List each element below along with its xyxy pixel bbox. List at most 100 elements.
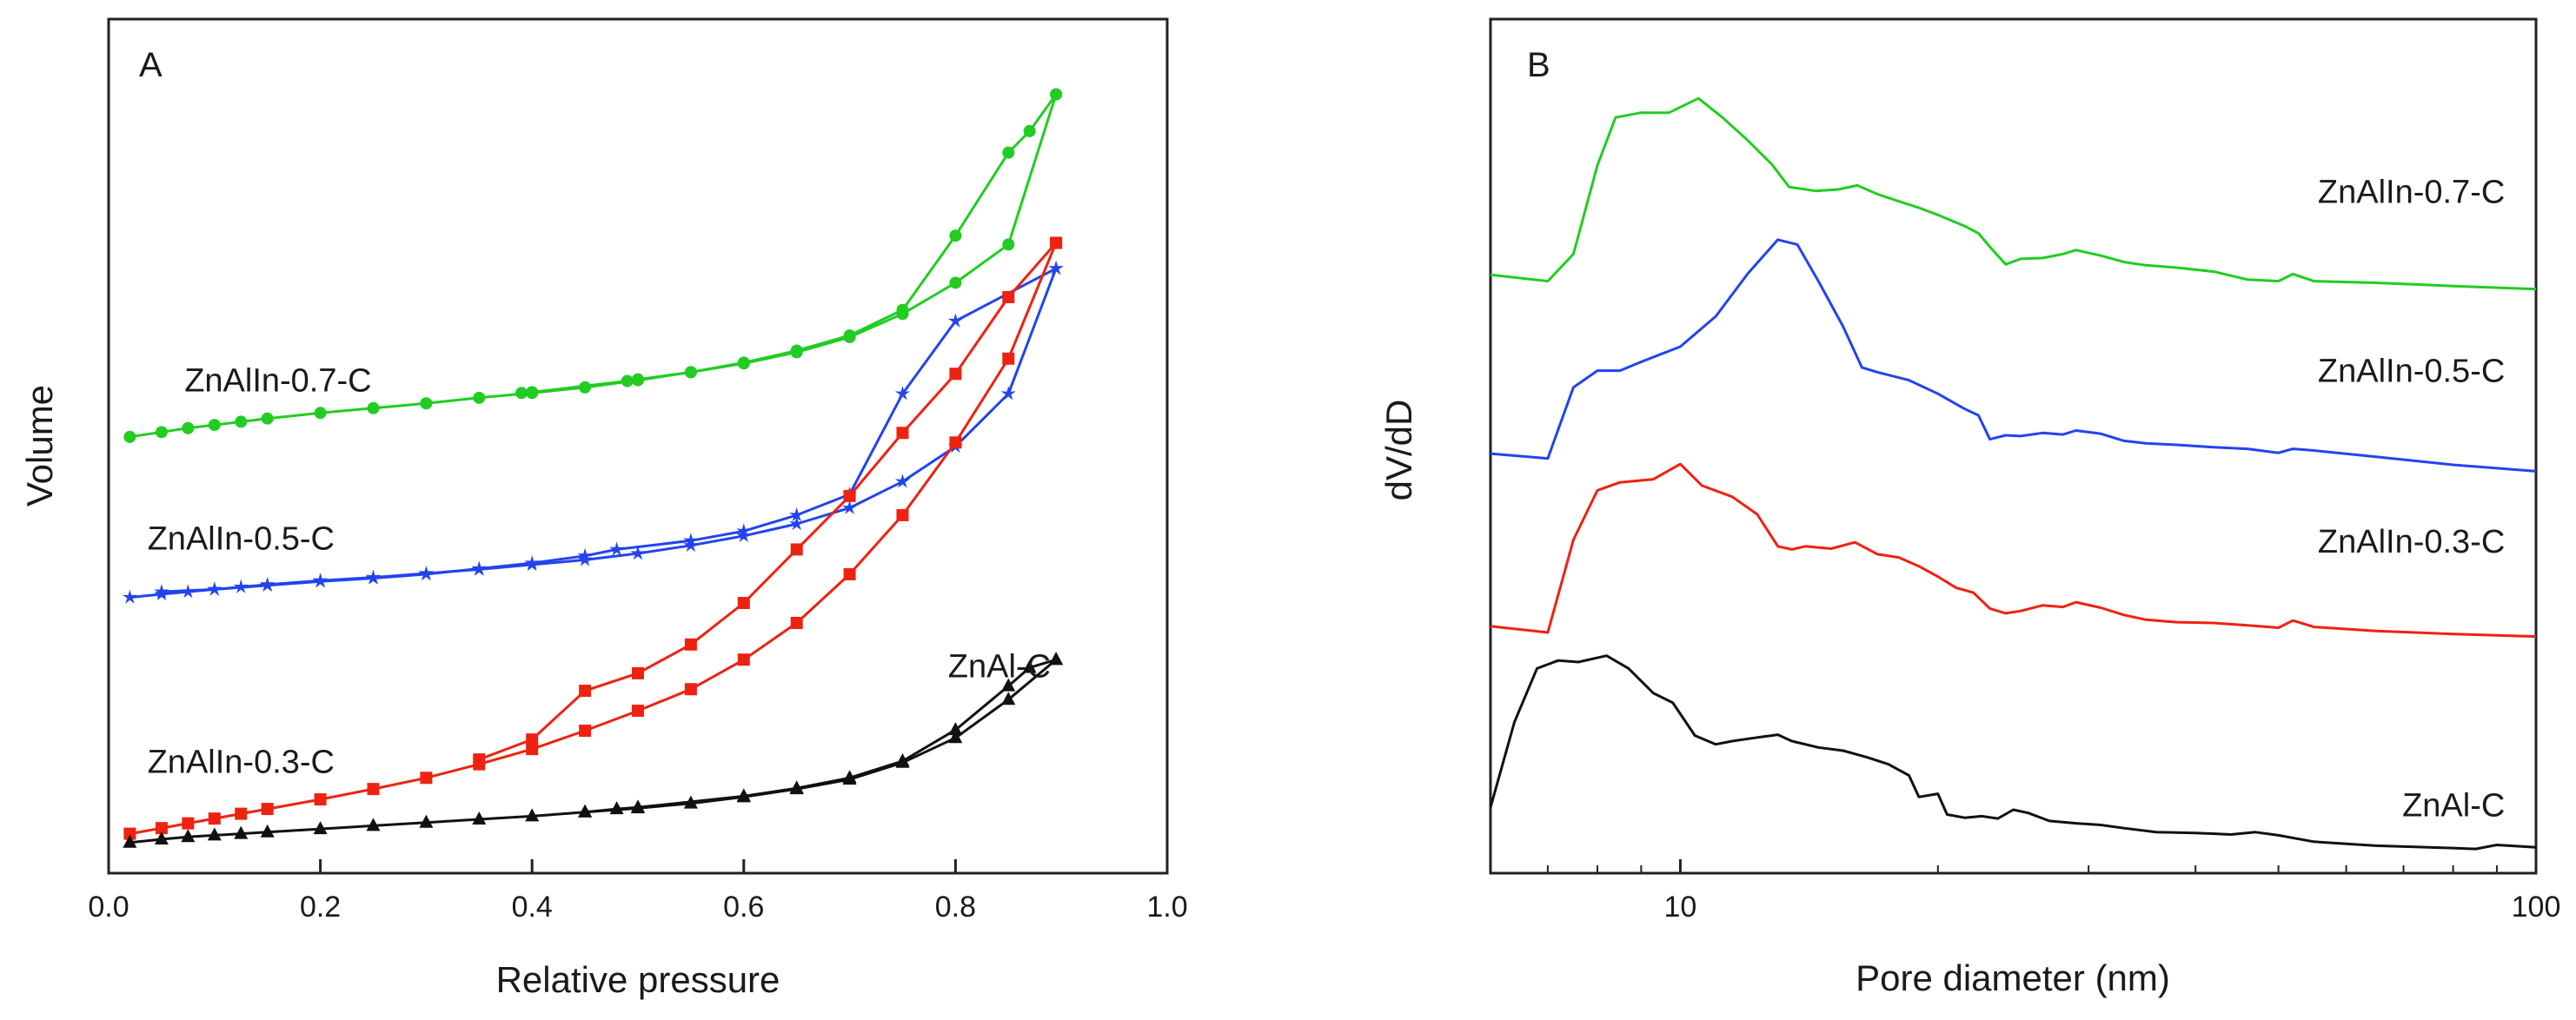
znalin-0-7-c-point (314, 407, 327, 420)
znalin-0-7-c-point (684, 366, 697, 379)
series-znalin-0-7-c (1490, 96, 2537, 291)
znalin-0-5-c-point (154, 584, 169, 599)
x-tick-label-100: 100 (2512, 891, 2561, 924)
znalin-0-3-c-point (684, 638, 697, 651)
znalin-0-3-c-point (526, 733, 539, 746)
znalin-0-3-c-point (420, 772, 433, 785)
znalin-0-3-c-point (737, 653, 750, 666)
label-znal-c: ZnAl-C (2402, 787, 2505, 824)
label-znalin-0-5-c: ZnAlIn-0.5-C (148, 520, 335, 557)
znal-c-point (1049, 652, 1064, 666)
znalin-0-5-c-point (736, 527, 752, 543)
znalin-0-3-c-point (235, 807, 248, 820)
znalin-0-3-c-point (896, 508, 909, 521)
panel-a-frame (107, 17, 1169, 875)
panel-b-series (1489, 96, 2537, 851)
znalin-0-5-c-point (683, 537, 699, 553)
znal-c-point (260, 824, 275, 838)
series-znalin-0-3-c (123, 236, 1063, 840)
znalin-0-5-c-point (313, 573, 329, 588)
panel-b-letter: B (1527, 46, 1550, 84)
series-znal-c (1489, 654, 2537, 851)
znalin-0-3-c-point (155, 822, 168, 835)
znalin-0-3-c-point (473, 753, 486, 766)
znalin-0-5-c-point (609, 541, 625, 556)
znalin-0-3-c-point (367, 783, 380, 796)
panel-b-x-ticks: 10 100 (1546, 859, 2561, 924)
znalin-0-5-c-point (894, 386, 911, 401)
znal-c-point (789, 780, 804, 794)
x-tick-label-0-6: 0.6 (723, 891, 764, 924)
label-znal-c: ZnAl-C (948, 649, 1051, 686)
znalin-0-7-c-point (208, 419, 221, 432)
znalin-0-3-c-point (123, 827, 136, 840)
znalin-0-5-c-point (524, 555, 540, 570)
znalin-0-7-c-point (949, 229, 962, 242)
panel-b-pore-size-chart: B 10 100 ZnAlIn-0.7-C ZnAlIn-0.5-C ZnAlIn-0… (1378, 17, 2561, 998)
panel-b-frame (1489, 17, 2538, 875)
znalin-0-5-c-point (577, 552, 593, 566)
znal-c-point (525, 808, 540, 822)
label-znalin-0-3-c: ZnAlIn-0.3-C (2318, 524, 2505, 560)
znalin-0-7-c-point (515, 387, 528, 400)
znalin-0-7-c-desorption-line (521, 93, 1058, 394)
panel-a-series (122, 88, 1064, 848)
panel-a-y-axis-title: Volume (19, 385, 60, 507)
znal-c-point (736, 788, 751, 802)
znalin-0-3-c-point (632, 705, 644, 718)
znalin-0-5-c-point (1000, 386, 1016, 401)
znalin-0-5-c-point (471, 560, 487, 575)
znalin-0-3-c-point (1002, 352, 1015, 365)
znal-c-point (631, 799, 645, 813)
znal-c-curve-line (1489, 654, 2537, 851)
znalin-0-7-c-point (235, 415, 248, 428)
znalin-0-5-c-point (207, 581, 222, 596)
znalin-0-3-c-point (182, 817, 195, 830)
znalin-0-7-c-point (367, 401, 380, 414)
znalin-0-5-c-point (365, 570, 382, 585)
panel-a-letter: A (139, 46, 163, 84)
label-znalin-0-7-c: ZnAlIn-0.7-C (2318, 175, 2505, 211)
znalin-0-5-c-curve-line (1490, 238, 2537, 473)
znal-c-point (895, 752, 910, 766)
znalin-0-5-c-point (736, 523, 752, 538)
label-znalin-0-5-c: ZnAlIn-0.5-C (2318, 353, 2505, 389)
panel-a-series-labels: ZnAlIn-0.7-C ZnAlIn-0.5-C ZnAlIn-0.3-C ZnAl… (148, 363, 1051, 781)
znal-c-point (1001, 678, 1016, 692)
znalin-0-5-c-point (577, 547, 593, 563)
znal-c-point (123, 834, 137, 848)
label-znalin-0-7-c: ZnAlIn-0.7-C (184, 363, 371, 400)
series-znal-c (123, 652, 1064, 848)
znal-c-point (948, 730, 963, 744)
znal-c-point (1022, 659, 1037, 673)
panel-b-y-axis-title: dV/dD (1378, 400, 1419, 501)
series-znalin-0-5-c (1490, 238, 2537, 473)
znalin-0-3-c-point (737, 597, 750, 610)
znalin-0-5-c-point (789, 507, 805, 522)
znalin-0-5-c-point (260, 577, 276, 593)
znal-c-point (313, 821, 328, 835)
znalin-0-7-c-point (420, 397, 433, 410)
znalin-0-5-c-point (842, 500, 858, 514)
znalin-0-7-c-point (123, 430, 136, 443)
znal-c-point (234, 825, 249, 839)
znalin-0-7-c-point (473, 391, 486, 404)
series-znalin-0-3-c (1490, 462, 2537, 639)
znalin-0-7-c-point (182, 421, 195, 434)
znalin-0-3-c-point (949, 436, 962, 449)
x-tick-label-0-2: 0.2 (300, 891, 341, 924)
znal-c-point (842, 770, 857, 784)
znalin-0-5-c-point (683, 533, 699, 547)
series-znalin-0-7-c (123, 88, 1063, 443)
znalin-0-7-c-point (1050, 88, 1063, 101)
znal-c-point (181, 829, 196, 843)
znalin-0-7-c-curve-line (1490, 96, 2537, 291)
znalin-0-7-c-point (737, 356, 750, 369)
znalin-0-7-c-point (261, 412, 274, 425)
panel-b-x-axis-title: Pore diameter (nm) (1856, 957, 2170, 998)
znal-c-point (154, 831, 169, 845)
x-tick-label-10: 10 (1664, 891, 1697, 924)
znal-c-point (609, 801, 624, 815)
znalin-0-7-c-point (621, 374, 634, 387)
